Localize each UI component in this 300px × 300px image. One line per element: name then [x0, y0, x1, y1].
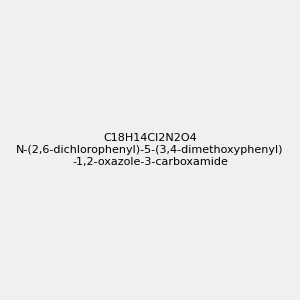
Text: C18H14Cl2N2O4
N-(2,6-dichlorophenyl)-5-(3,4-dimethoxyphenyl)
-1,2-oxazole-3-carb: C18H14Cl2N2O4 N-(2,6-dichlorophenyl)-5-(…	[16, 134, 284, 166]
